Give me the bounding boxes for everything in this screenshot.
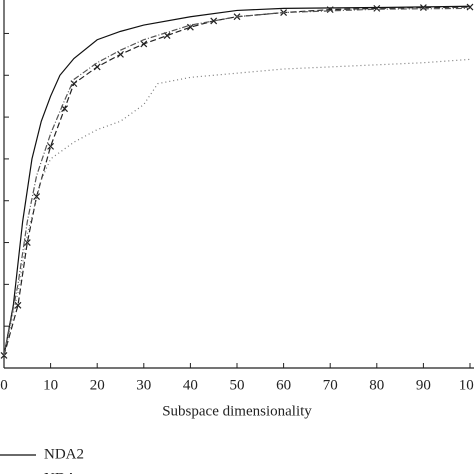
x-tick-label: 10 <box>43 377 58 393</box>
point-marker <box>93 63 101 71</box>
point-marker <box>61 105 69 113</box>
point-marker <box>23 239 31 246</box>
x-tick-label: 90 <box>416 377 431 393</box>
point-marker <box>186 23 194 31</box>
x-tick-label: 80 <box>369 377 384 393</box>
point-marker <box>140 40 148 48</box>
x-tick-label: 20 <box>90 377 105 393</box>
x-tick-label: 40 <box>183 377 198 393</box>
point-marker <box>33 193 41 200</box>
point-marker <box>47 142 55 150</box>
series-line <box>3 58 471 356</box>
point-marker <box>70 80 78 88</box>
point-marker <box>117 50 124 58</box>
x-tick-label: 0 <box>0 377 8 393</box>
series-line <box>3 5 471 356</box>
x-tick-label: 50 <box>230 377 245 393</box>
x-tick-label: 100 <box>459 377 474 393</box>
point-marker <box>373 4 381 12</box>
series-line <box>3 7 471 356</box>
legend-label: NDA <box>44 470 77 474</box>
point-marker <box>326 6 334 14</box>
point-marker <box>0 352 8 359</box>
point-marker <box>466 3 474 11</box>
point-marker <box>14 301 22 309</box>
x-tick-label: 60 <box>276 377 291 393</box>
point-marker <box>210 17 218 25</box>
x-tick-label: 30 <box>136 377 151 393</box>
x-axis-label: Subspace dimensionality <box>162 403 312 419</box>
x-tick-label: 70 <box>323 377 338 393</box>
legend-label: NDA2 <box>44 446 84 462</box>
point-marker <box>419 4 427 11</box>
